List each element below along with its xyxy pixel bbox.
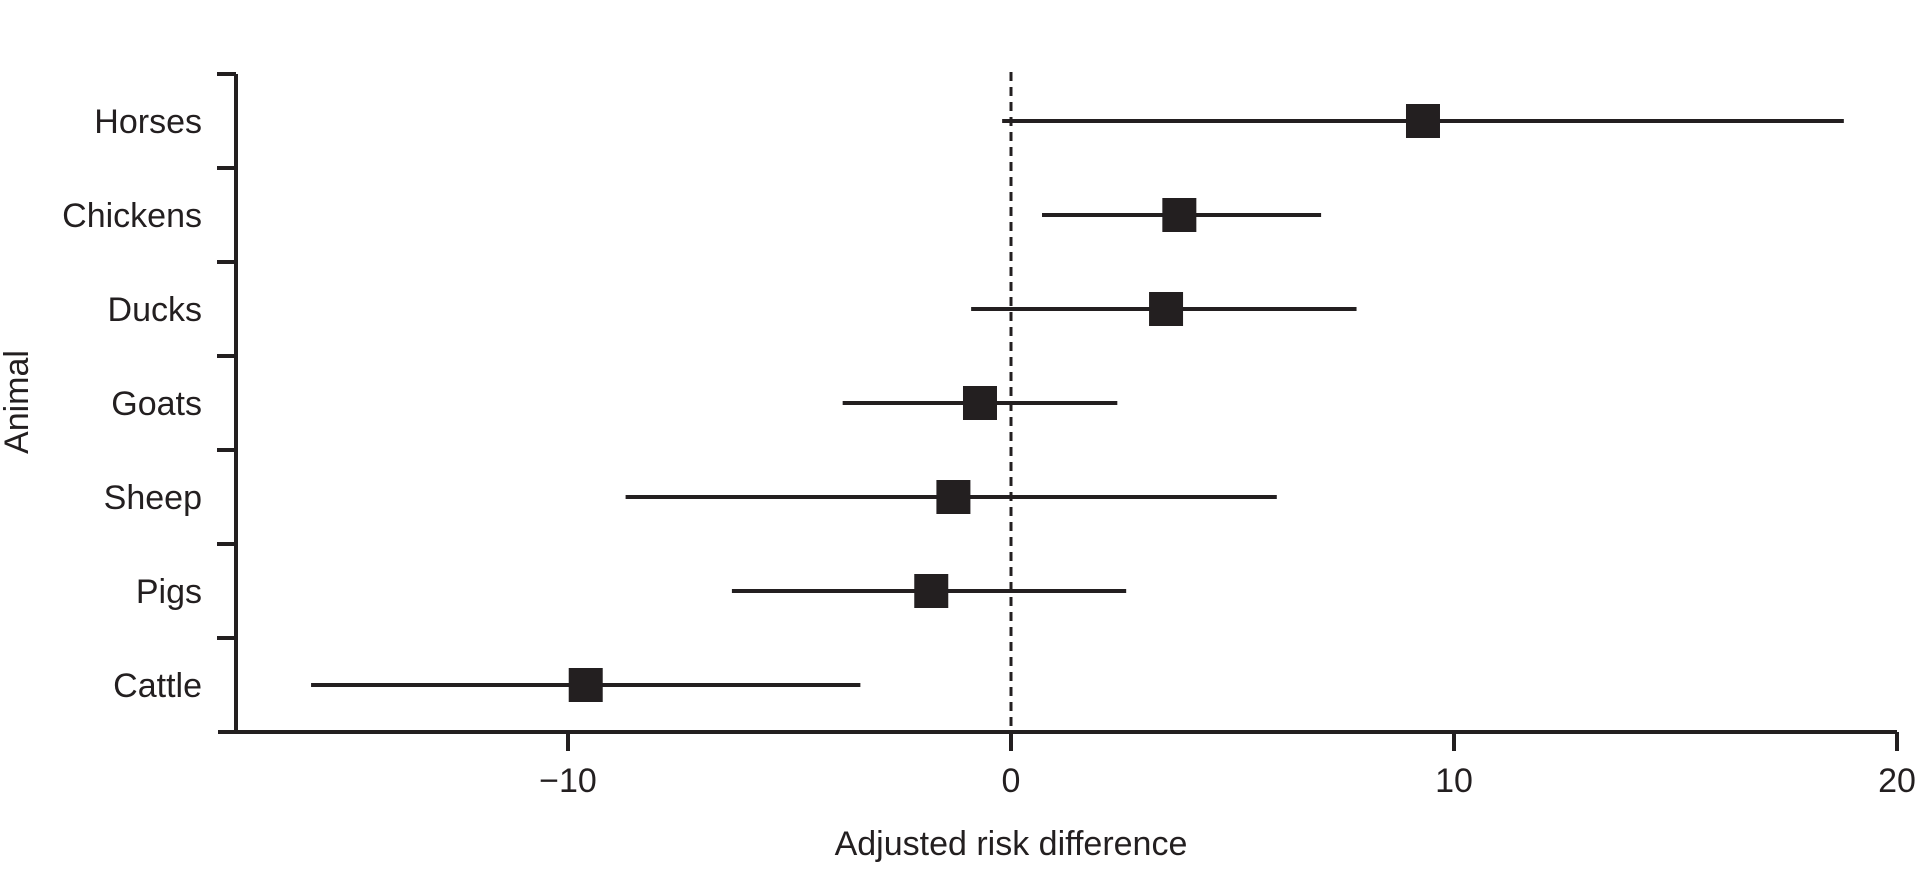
y-tick-label: Horses xyxy=(94,103,202,141)
estimate-marker-horses xyxy=(1405,104,1440,138)
y-tick-label: Ducks xyxy=(108,291,202,329)
estimate-marker-goats xyxy=(962,386,997,420)
x-tick-label: 10 xyxy=(1435,762,1473,800)
x-tick-label: 20 xyxy=(1878,762,1916,800)
data-marks xyxy=(311,104,1844,702)
y-tick-label: Sheep xyxy=(104,479,202,517)
x-axis: −10 0 10 20 xyxy=(218,730,1916,800)
estimate-marker-ducks xyxy=(1149,292,1184,326)
x-tick-label: 0 xyxy=(1002,762,1021,800)
x-tick-label: −10 xyxy=(539,762,597,800)
y-tick-label: Cattle xyxy=(113,667,202,705)
estimate-marker-cattle xyxy=(568,668,603,702)
x-axis-title: Adjusted risk difference xyxy=(835,825,1188,863)
y-axis: Horses Chickens Ducks Goats Sheep Pigs Cattle xyxy=(62,72,238,732)
estimate-marker-sheep xyxy=(936,480,971,514)
y-tick-label: Chickens xyxy=(62,197,202,235)
estimate-marker-pigs xyxy=(914,574,949,608)
y-axis-title: Animal xyxy=(0,350,36,454)
y-tick-label: Goats xyxy=(111,385,202,423)
y-tick-label: Pigs xyxy=(136,573,202,611)
estimate-marker-chickens xyxy=(1162,198,1197,232)
